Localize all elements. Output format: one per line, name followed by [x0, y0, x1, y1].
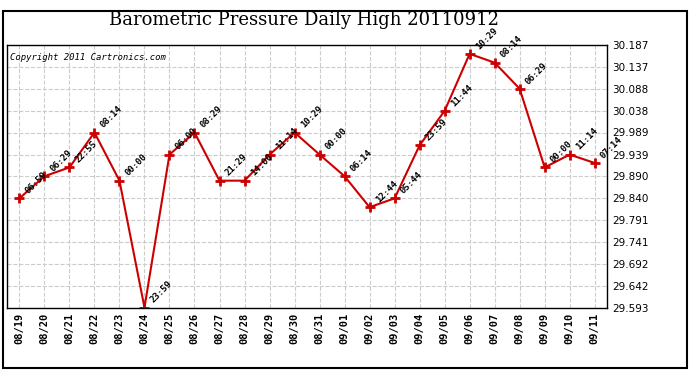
Text: 11:14: 11:14 — [274, 126, 299, 152]
Text: 22:55: 22:55 — [74, 139, 99, 165]
Text: Copyright 2011 Cartronics.com: Copyright 2011 Cartronics.com — [10, 53, 166, 62]
Text: 10:29: 10:29 — [299, 104, 324, 130]
Text: 05:44: 05:44 — [399, 170, 424, 196]
Text: 06:14: 06:14 — [348, 148, 374, 174]
Text: Barometric Pressure Daily High 20110912: Barometric Pressure Daily High 20110912 — [108, 11, 499, 29]
Text: 06:29: 06:29 — [48, 148, 74, 174]
Text: 00:00: 00:00 — [549, 139, 574, 165]
Text: 10:29: 10:29 — [474, 26, 499, 51]
Text: 07:14: 07:14 — [599, 135, 624, 160]
Text: 14:00: 14:00 — [248, 153, 274, 178]
Text: 23:59: 23:59 — [148, 279, 174, 305]
Text: 11:14: 11:14 — [574, 126, 599, 152]
Text: 21:29: 21:29 — [224, 153, 249, 178]
Text: 08:29: 08:29 — [199, 104, 224, 130]
Text: 00:00: 00:00 — [324, 126, 349, 152]
Text: 08:14: 08:14 — [99, 104, 124, 130]
Text: 12:44: 12:44 — [374, 179, 399, 204]
Text: 06:59: 06:59 — [23, 170, 49, 196]
Text: 00:00: 00:00 — [124, 153, 149, 178]
Text: 11:44: 11:44 — [448, 83, 474, 108]
Text: 08:14: 08:14 — [499, 34, 524, 60]
Text: 06:29: 06:29 — [524, 61, 549, 86]
Text: 23:59: 23:59 — [424, 117, 449, 142]
Text: 06:00: 06:00 — [174, 126, 199, 152]
